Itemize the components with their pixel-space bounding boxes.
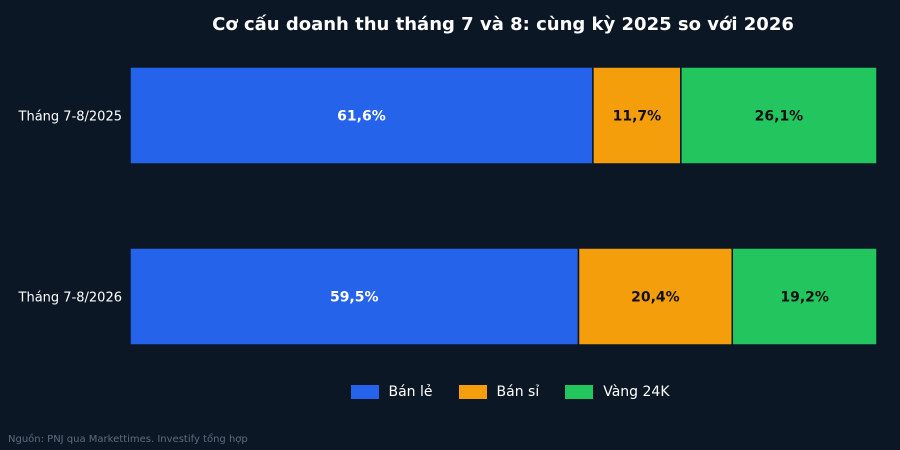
data-label-retail: 61,6% (337, 109, 386, 125)
data-label-gold-24k: 26,1% (755, 109, 804, 125)
chart-title: Cơ cấu doanh thu tháng 7 và 8: cùng kỳ 2… (212, 14, 794, 35)
data-label-gold-24k: 19,2% (780, 290, 829, 306)
legend-item-retail: Bán lẻ (350, 384, 433, 400)
data-label-retail: 59,5% (330, 290, 379, 306)
data-label-wholesale: 11,7% (613, 109, 662, 125)
bar-segment-gold-24k (731, 247, 878, 346)
bar-segment-retail (129, 247, 580, 346)
legend-swatch-wholesale (458, 385, 487, 399)
category-label: Tháng 7-8/2025 (18, 110, 122, 125)
bar-segment-wholesale (577, 247, 734, 346)
legend-label-gold-24k: Vàng 24K (603, 384, 670, 400)
legend: Bán lẻ Bán sỉ Vàng 24K (0, 384, 900, 400)
legend-item-wholesale: Bán sỉ (458, 384, 540, 400)
legend-label-retail: Bán lẻ (388, 384, 433, 400)
data-label-wholesale: 20,4% (631, 290, 680, 306)
legend-item-gold-24k: Vàng 24K (565, 384, 670, 400)
bar-segment-wholesale (592, 66, 682, 165)
legend-swatch-retail (350, 385, 379, 399)
source-note: Nguồn: PNJ qua Markettimes. Investify tổ… (8, 434, 248, 445)
legend-label-wholesale: Bán sỉ (496, 384, 540, 400)
legend-swatch-gold-24k (565, 385, 594, 399)
category-label: Tháng 7-8/2026 (18, 291, 122, 306)
bar-segment-gold-24k (680, 66, 878, 165)
